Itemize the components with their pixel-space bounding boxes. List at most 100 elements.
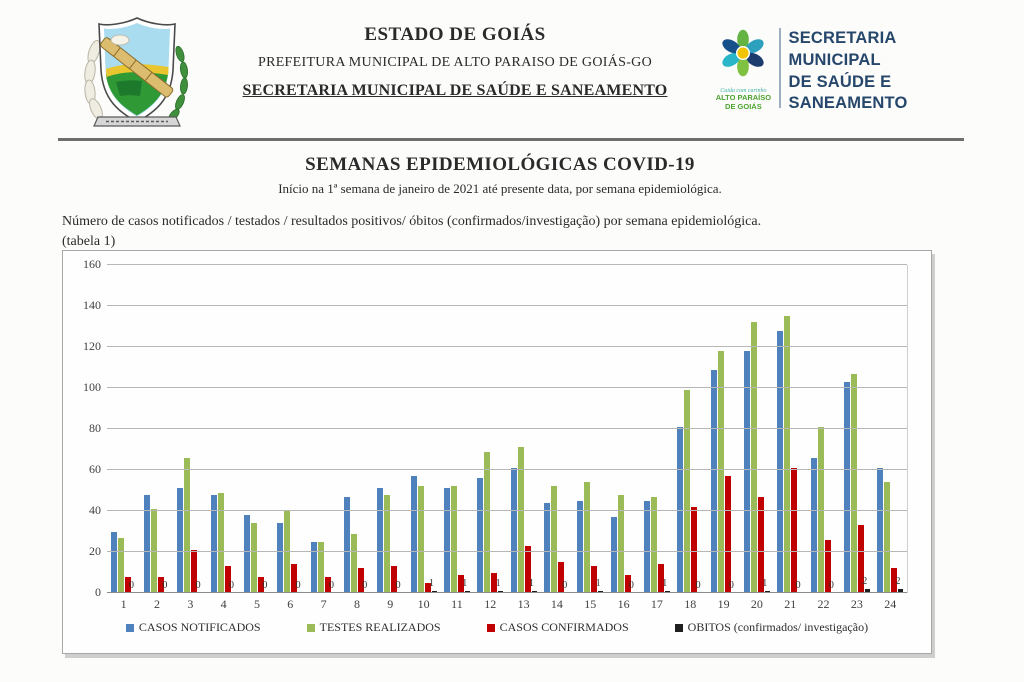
page-title: SEMANAS EPIDEMIOLÓGICAS COVID-19 [305,154,695,175]
x-tick-label-15: 15 [584,597,597,611]
bar-group-week-1: 0 [107,265,140,593]
obitos-value-label-week-4: 0 [228,580,234,591]
bar-group-week-7: 0 [307,265,340,593]
casos-confirmados-bar-week-6 [291,564,298,593]
casos-confirmados-bar-week-8 [357,568,364,593]
casos-notificados-bar-week-23 [843,381,850,593]
obitos-value-label-week-3: 0 [195,580,201,591]
bar-group-week-15: 1 [574,265,607,593]
obitos-bar-week-11 [464,590,470,593]
obitos-value-label-week-22: 0 [828,580,834,591]
y-tick-label-20: 20 [89,544,101,558]
casos-notificados-bar-week-24 [877,467,884,593]
casos-notificados-bar-week-12 [477,478,484,593]
casos-notificados-bar-week-13 [510,467,517,593]
bar-group-week-16: 0 [607,265,640,593]
casos-confirmados-bar-week-24 [891,568,898,593]
obitos-value-label-week-7: 0 [328,580,334,591]
casos-notificados-bar-week-21 [777,330,784,593]
obitos-bar-week-15 [598,590,604,593]
gridline-y-80 [107,428,907,429]
casos-notificados-bar-week-17 [643,500,650,593]
gridline-y-160 [107,264,907,265]
legend-swatch-obitos [674,623,683,632]
bar-group-week-19: 0 [707,265,740,593]
chart-description: Número de casos notificados / testados /… [62,212,942,253]
bar-group-week-11: 1 [440,265,473,593]
casos-notificados-bar-week-19 [710,369,717,593]
x-tick-label-17: 17 [650,597,663,611]
health-secretariat-logo: Cuida com carinho ALTO PARAÍSO DE GOIÁS … [712,26,962,115]
bar-group-week-24: 2 [874,265,907,593]
gridline-y-0 [107,592,907,593]
bar-group-week-13: 1 [507,265,540,593]
y-tick-label-40: 40 [89,503,101,517]
testes-realizados-bar-week-17 [650,496,657,593]
y-tick-label-60: 60 [89,462,101,476]
obitos-bar-week-10 [431,590,437,593]
bar-groups-container: 0 0 0 0 0 0 0 0 0 1 1 1 1 0 1 0 1 0 0 1 0 0 2 2 [107,265,907,593]
y-tick-label-0: 0 [95,585,101,599]
x-tick-label-23: 23 [850,597,863,611]
bar-group-week-22: 0 [807,265,840,593]
testes-realizados-bar-week-16 [617,494,624,593]
legend-label-casos-notificados: CASOS NOTIFICADOS [138,620,261,634]
testes-realizados-bar-week-15 [584,482,591,593]
logo-city-line2: DE GOIÁS [725,101,762,111]
bar-group-week-10: 1 [407,265,440,593]
casos-notificados-bar-week-3 [177,488,184,593]
bar-group-week-5: 0 [240,265,273,593]
casos-confirmados-bar-week-10 [424,582,431,593]
testes-realizados-bar-week-4 [217,492,224,593]
casos-notificados-bar-week-7 [310,541,317,593]
testes-realizados-bar-week-1 [117,537,124,593]
testes-realizados-bar-week-9 [384,494,391,593]
x-axis-labels: 1 2 3 4 5 6 7 8 9 10 11 12 13 14 15 16 17 18 19 20 21 22 23 24 [107,597,907,612]
obitos-value-label-week-13: 1 [528,577,534,589]
casos-confirmados-bar-week-12 [491,572,498,593]
bar-group-week-8: 0 [340,265,373,593]
x-tick-label-24: 24 [884,597,897,611]
gridline-y-120 [107,346,907,347]
gridline-y-140 [107,305,907,306]
chart-legend: CASOS NOTIFICADOS TESTES REALIZADOS CASOS … [63,620,931,635]
casos-confirmados-bar-week-18 [691,506,698,593]
testes-realizados-bar-week-23 [850,373,857,593]
x-tick-label-1: 1 [120,597,127,611]
obitos-value-label-week-14: 0 [562,580,568,591]
bar-group-week-3: 0 [174,265,207,593]
gridline-y-20 [107,551,907,552]
casos-notificados-bar-week-6 [277,523,284,593]
casos-notificados-bar-week-1 [110,531,117,593]
obitos-value-label-week-15: 1 [595,577,601,589]
casos-confirmados-bar-week-21 [791,467,798,593]
casos-notificados-bar-week-5 [243,515,250,593]
testes-realizados-bar-week-10 [417,486,424,593]
secretariat-title: SECRETARIA MUNICIPAL DE SAÚDE E SANEAMEN… [242,82,668,99]
testes-realizados-bar-week-3 [184,457,191,593]
obitos-bar-week-13 [531,590,537,593]
y-tick-label-100: 100 [83,380,101,394]
header-text-block: ESTADO DE GOIÁS PREFEITURA MUNICIPAL DE … [205,24,705,100]
x-tick-label-2: 2 [153,597,160,611]
logo-icon-column: Cuida com carinho ALTO PARAÍSO DE GOIÁS [712,26,775,111]
gridline-y-60 [107,469,907,470]
x-tick-label-13: 13 [517,597,530,611]
casos-confirmados-bar-week-1 [124,576,131,593]
prefecture-title: PREFEITURA MUNICIPAL DE ALTO PARAISO DE … [257,55,652,70]
x-tick-label-20: 20 [750,597,763,611]
obitos-bar-week-23 [864,588,870,593]
bar-group-week-20: 1 [740,265,773,593]
casos-confirmados-bar-week-14 [557,562,564,593]
legend-swatch-casos-notificados [125,623,134,632]
casos-confirmados-bar-week-23 [857,525,864,593]
obitos-bar-week-20 [764,590,770,593]
bar-group-week-23: 2 [840,265,873,593]
legend-label-casos-confirmados: CASOS CONFIRMADOS [499,620,629,634]
obitos-value-label-week-6: 0 [295,580,301,591]
obitos-value-label-week-11: 1 [462,577,468,589]
gridline-y-100 [107,387,907,388]
testes-realizados-bar-week-21 [784,316,791,593]
casos-notificados-bar-week-2 [143,494,150,593]
bar-group-week-4: 0 [207,265,240,593]
